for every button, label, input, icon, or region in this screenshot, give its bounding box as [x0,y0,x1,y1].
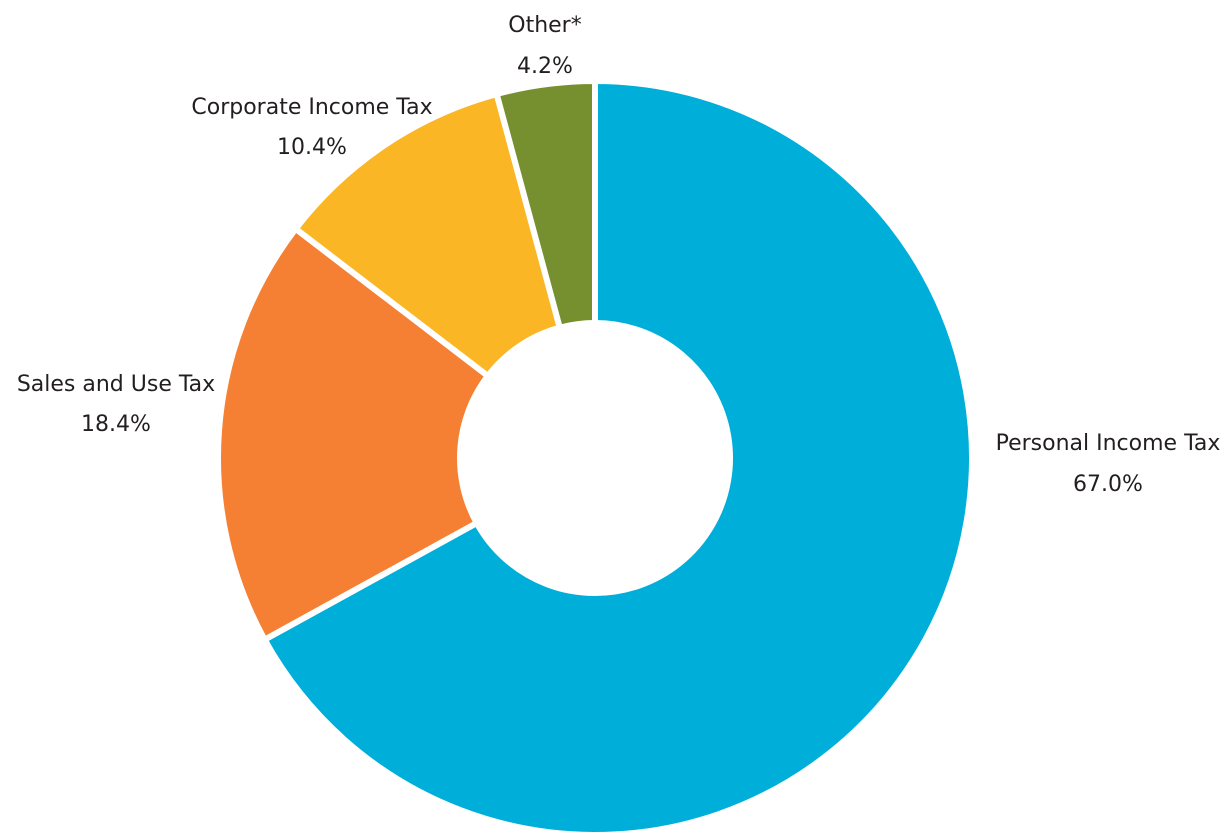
slice-personal-income-tax [260,77,975,837]
slice-value-corporate-income-tax: 10.4% [277,135,347,160]
slice-value-sales-and-use-tax: 18.4% [81,412,151,437]
slice-other [492,77,598,332]
slice-value-other: 4.2% [517,54,573,79]
slice-corporate-income-tax [291,90,564,381]
slice-sales-and-use-tax [215,224,493,644]
slice-label-other: Other* [508,13,581,38]
slice-label-corporate-income-tax: Corporate Income Tax [191,95,432,120]
donut-slices [215,77,975,837]
slice-label-personal-income-tax: Personal Income Tax [996,431,1221,456]
slice-label-sales-and-use-tax: Sales and Use Tax [17,372,215,397]
slice-value-personal-income-tax: 67.0% [1073,472,1143,497]
